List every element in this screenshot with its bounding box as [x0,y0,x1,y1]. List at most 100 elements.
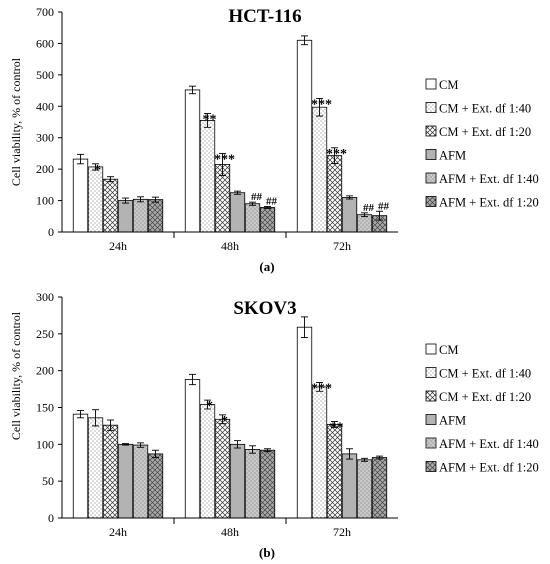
legend-swatch [425,461,437,472]
y-tick-label: 100 [36,194,54,208]
significance-mark: * [94,163,101,178]
significance-mark: * [221,414,228,429]
legend-swatch [425,343,437,355]
legend-swatch [425,149,437,160]
legend-entry: CM + Ext. df 1:40 [439,367,531,381]
bar [356,459,373,519]
y-tick-label: 500 [36,68,54,82]
legend-swatch [425,390,437,402]
bar [132,198,149,233]
bar [199,404,216,519]
significance-mark: *** [326,147,347,162]
y-tick-label: 50 [42,474,54,488]
legend-entry: AFM [439,149,466,163]
significance-mark: *** [311,381,332,396]
chart-panel-skov3: SKOV3 Cell viability, % of control *****… [9,290,539,560]
y-tick-label: 0 [48,511,54,525]
legend-swatch [425,196,437,207]
legend-swatch [425,78,437,90]
bar [184,89,201,233]
significance-mark: ## [378,200,390,212]
bar [229,192,246,233]
bar [311,106,328,233]
bar [356,214,373,233]
bar [102,424,119,519]
y-tick-label: 200 [36,364,54,378]
legend-entry: CM [439,78,458,92]
chart-title: SKOV3 [233,298,296,319]
significance-mark: ## [266,196,278,208]
y-axis-label: Cell viability, % of control [9,57,23,186]
legend-swatch [425,172,437,184]
bar [326,424,343,519]
y-tick-label: 100 [36,437,54,451]
y-tick-label: 150 [36,401,54,415]
significance-mark: ## [251,191,263,203]
y-tick-label: 600 [36,36,54,50]
bar [296,39,313,233]
panel-label: (a) [259,259,274,274]
bar [184,379,201,519]
significance-mark: *** [311,97,332,112]
bar [102,178,119,233]
x-tick-label: 24h [109,239,127,253]
x-tick-label: 72h [333,239,351,253]
bar [147,199,164,233]
x-tick-label: 72h [333,525,351,539]
x-tick-label: 48h [221,239,239,253]
y-tick-label: 250 [36,327,54,341]
bar [72,158,89,233]
bar [214,418,231,519]
legend-entry: AFM + Ext. df 1:40 [439,172,539,186]
bar [244,449,261,519]
chart-panel-hct116: HCT-116 Cell viability, % of control ***… [9,5,539,274]
panel-label: (b) [259,545,275,560]
bar [117,200,134,233]
significance-mark: ** [203,113,217,128]
legend-entry: CM + Ext. df 1:20 [439,125,531,139]
bar [326,155,343,233]
significance-mark: * [206,399,213,414]
legend-entry: AFM + Ext. df 1:20 [439,196,539,210]
y-tick-label: 700 [36,5,54,19]
bar [296,326,313,519]
bar [87,417,104,519]
significance-mark: ## [363,202,375,214]
significance-mark: ** [330,420,344,435]
legend-swatch [425,125,437,137]
y-axis-label: Cell viability, % of control [9,311,23,440]
bar [244,203,261,233]
y-tick-label: 200 [36,162,54,176]
x-tick-label: 24h [109,525,127,539]
y-tick-label: 300 [36,131,54,145]
bar [341,453,358,519]
legend-entry: CM + Ext. df 1:20 [439,390,531,404]
bar [311,386,328,519]
bar [117,443,134,519]
bar [199,120,216,233]
bar [132,444,149,519]
legend-swatch [425,102,437,113]
y-tick-label: 400 [36,99,54,113]
bar [341,197,358,233]
bar [147,453,164,519]
bar [259,207,276,233]
legend-swatch [425,414,437,425]
legend-entry: AFM + Ext. df 1:20 [439,461,539,475]
bar [259,449,276,519]
y-tick-label: 300 [36,290,54,304]
bar [371,457,388,519]
legend-entry: CM + Ext. df 1:40 [439,102,531,116]
chart-title: HCT-116 [228,6,301,27]
significance-mark: *** [214,152,235,167]
legend-entry: AFM [439,414,466,428]
legend-swatch [425,437,437,449]
legend-swatch [425,367,437,378]
legend-entry: CM [439,343,458,357]
bar [229,443,246,519]
y-tick-label: 0 [48,225,54,239]
bar [72,413,89,519]
legend-entry: AFM + Ext. df 1:40 [439,437,539,451]
x-tick-label: 48h [221,525,239,539]
